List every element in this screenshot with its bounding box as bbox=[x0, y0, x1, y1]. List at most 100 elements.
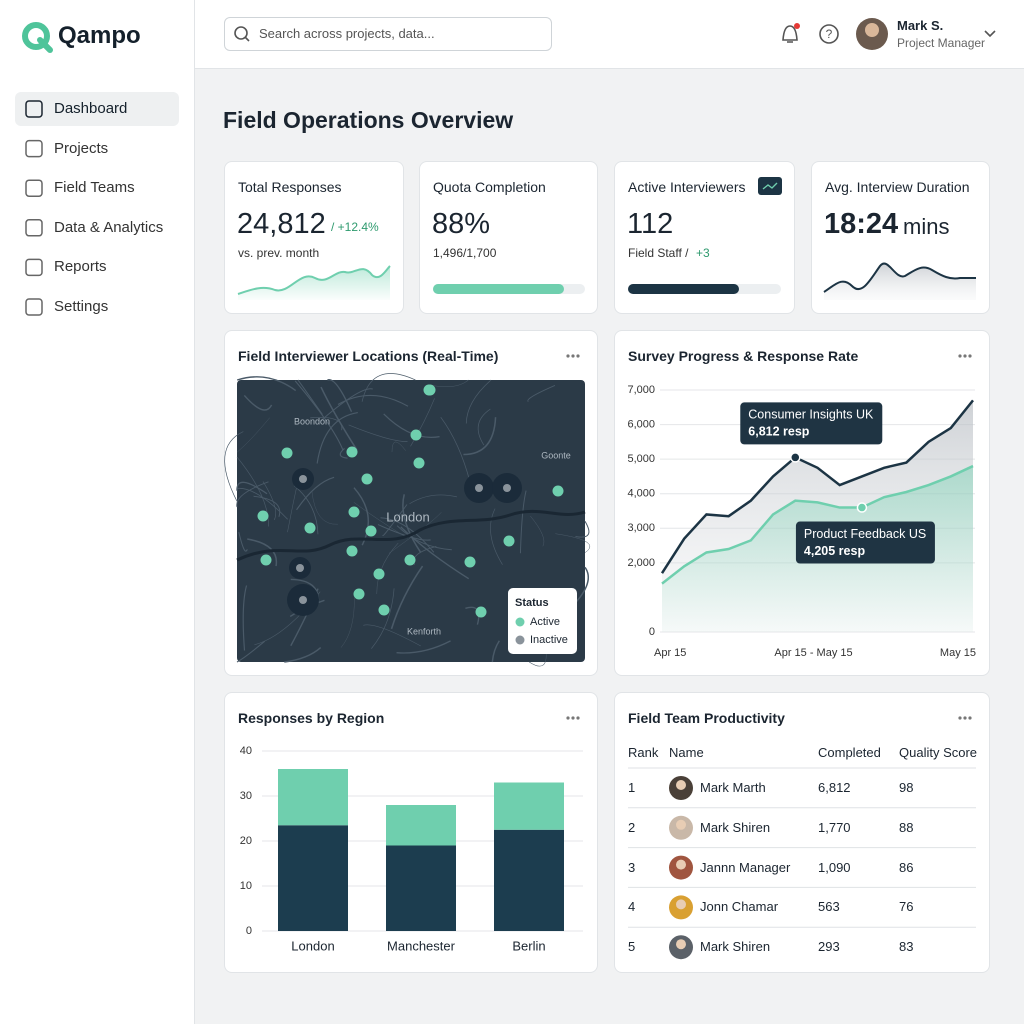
card-title: Field Team Productivity bbox=[628, 710, 785, 726]
name: Mark Shiren bbox=[700, 939, 771, 955]
rank: 3 bbox=[628, 859, 636, 875]
active-marker bbox=[373, 568, 385, 580]
map-road bbox=[243, 394, 273, 411]
kpi-value: 112 bbox=[627, 208, 674, 240]
legend-swatch bbox=[515, 617, 525, 627]
kpi-note: Field Staff / bbox=[628, 246, 689, 260]
active-marker bbox=[552, 485, 564, 497]
nav-icon bbox=[25, 298, 43, 316]
nav-item[interactable]: Data & Analytics bbox=[54, 218, 164, 236]
nav-item[interactable]: Reports bbox=[54, 258, 107, 276]
avatar bbox=[676, 859, 686, 870]
active-marker bbox=[348, 506, 360, 518]
active-marker bbox=[346, 545, 358, 557]
map-road bbox=[320, 386, 358, 451]
nav-item[interactable]: Dashboard bbox=[54, 100, 128, 117]
map-road bbox=[294, 380, 344, 451]
logo-icon bbox=[37, 37, 53, 53]
y-tick-label: 40 bbox=[240, 745, 252, 757]
kpi-unit: mins bbox=[903, 214, 950, 239]
sparkline bbox=[823, 262, 976, 293]
map-road bbox=[236, 640, 266, 663]
map-road bbox=[519, 490, 527, 554]
map-road bbox=[348, 424, 408, 442]
point-marker bbox=[856, 502, 868, 513]
tooltip bbox=[795, 521, 935, 564]
map-legend bbox=[508, 588, 577, 654]
kpi-label: Avg. Interview Duration bbox=[825, 179, 970, 195]
y-tick-label: 3,000 bbox=[627, 522, 655, 534]
map-road bbox=[320, 388, 373, 422]
name: Mark Marth bbox=[700, 780, 766, 795]
map-river bbox=[236, 509, 586, 562]
card-menu[interactable] bbox=[958, 354, 972, 358]
card-title: Field Interviewer Locations (Real-Time) bbox=[238, 348, 499, 364]
card-menu[interactable] bbox=[566, 716, 580, 720]
map-road bbox=[371, 588, 395, 649]
map-road bbox=[253, 495, 281, 517]
quality-score: 83 bbox=[899, 939, 914, 955]
rank: 5 bbox=[628, 939, 636, 955]
card-menu[interactable] bbox=[566, 354, 580, 358]
completed: 293 bbox=[818, 939, 840, 955]
active-marker bbox=[423, 384, 435, 396]
sidebar bbox=[0, 0, 195, 1024]
map-road bbox=[311, 490, 338, 525]
map-road bbox=[340, 597, 355, 648]
x-tick-label: London bbox=[291, 938, 334, 953]
map-road bbox=[236, 376, 297, 392]
quality-score: 76 bbox=[899, 899, 914, 915]
map[interactable] bbox=[237, 380, 585, 662]
bell-icon[interactable] bbox=[782, 25, 798, 43]
map-road bbox=[293, 485, 319, 535]
map-road bbox=[236, 481, 268, 495]
map-road bbox=[396, 525, 452, 551]
nav-item[interactable]: Projects bbox=[54, 139, 109, 157]
help-icon: ? bbox=[826, 27, 833, 41]
active-marker bbox=[346, 446, 358, 458]
brand: Qampo bbox=[58, 22, 141, 49]
legend-label: Inactive bbox=[530, 634, 568, 646]
help-icon[interactable] bbox=[819, 24, 839, 44]
nav-icon bbox=[25, 179, 43, 197]
tooltip-series: Product Feedback US bbox=[804, 527, 926, 541]
user-menu-chevron[interactable] bbox=[984, 30, 996, 38]
inactive-marker bbox=[475, 484, 483, 492]
map-road bbox=[236, 488, 288, 520]
rank: 2 bbox=[628, 819, 636, 835]
card-menu[interactable] bbox=[958, 716, 972, 720]
search-box[interactable] bbox=[224, 17, 552, 51]
x-tick-label: Manchester bbox=[387, 938, 456, 953]
x-tick-label: Apr 15 bbox=[654, 647, 686, 659]
name: Jonn Chamar bbox=[700, 899, 779, 915]
map-road bbox=[477, 408, 491, 446]
kpi-change: +3 bbox=[696, 246, 710, 260]
bar bbox=[494, 782, 564, 830]
tooltip-series: Consumer Insights UK bbox=[748, 408, 874, 422]
map-road bbox=[296, 476, 335, 511]
search-icon bbox=[244, 36, 250, 42]
nav-item[interactable]: Field Teams bbox=[54, 179, 135, 197]
table-header: Completed bbox=[818, 745, 881, 760]
search-icon bbox=[234, 26, 248, 40]
active-marker bbox=[464, 556, 476, 568]
map-road bbox=[262, 481, 276, 521]
quality-score: 98 bbox=[899, 780, 914, 795]
map-road bbox=[409, 494, 457, 505]
bar bbox=[494, 829, 564, 931]
legend-swatch bbox=[515, 635, 525, 645]
sparkline bbox=[237, 265, 391, 295]
avatar bbox=[676, 899, 686, 910]
map-road bbox=[238, 531, 248, 552]
bar bbox=[386, 805, 456, 846]
table-header: Name bbox=[669, 745, 704, 760]
map-road bbox=[391, 441, 406, 453]
nav-item[interactable]: Settings bbox=[54, 298, 109, 315]
active-marker bbox=[353, 588, 365, 600]
avatar bbox=[676, 819, 686, 830]
map-road bbox=[402, 494, 422, 553]
map-road bbox=[440, 416, 471, 482]
nav-icon bbox=[25, 219, 43, 237]
point-marker bbox=[790, 452, 801, 463]
avatar bbox=[676, 780, 686, 790]
